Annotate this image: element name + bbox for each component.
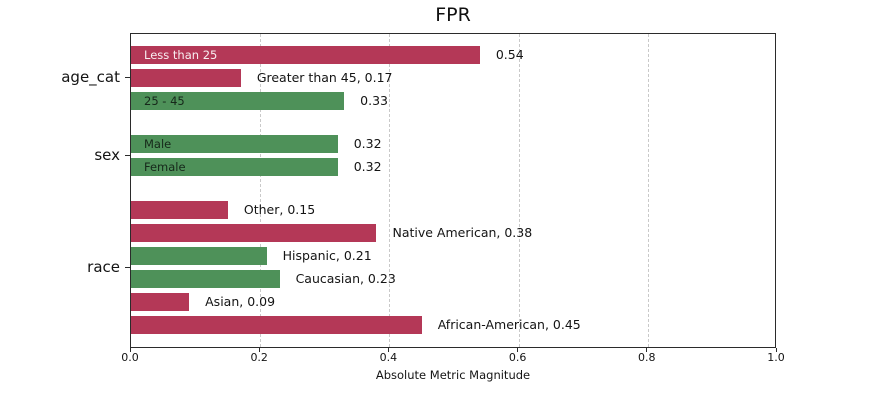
bar-annotation: Hispanic, 0.21: [282, 248, 372, 263]
bar: [131, 293, 190, 311]
bar: [131, 270, 280, 288]
bar: Female: [131, 158, 338, 176]
bar-annotation: 0.32: [353, 136, 382, 151]
category-label-sex: sex: [94, 145, 120, 164]
bar: 25 - 45: [131, 92, 345, 110]
x-axis-label: Absolute Metric Magnitude: [375, 368, 531, 382]
bar-annotation: Native American, 0.38: [392, 225, 533, 240]
bar-annotation: Asian, 0.09: [205, 294, 276, 309]
x-tick-label: 0.0: [121, 351, 139, 364]
bar-annotation: 0.32: [353, 159, 382, 174]
y-tick: [125, 77, 130, 78]
bar-inside-label: Less than 25: [144, 48, 218, 62]
bar-annotation: Caucasian, 0.23: [295, 271, 396, 286]
bar: [131, 316, 422, 334]
bar-annotation: 0.33: [360, 93, 389, 108]
category-label-age_cat: age_cat: [61, 68, 120, 86]
bar: Male: [131, 135, 338, 153]
bar: [131, 69, 241, 87]
bar-annotation: Other, 0.15: [243, 202, 316, 217]
x-tick: [258, 348, 260, 352]
bar-inside-label: Female: [144, 160, 186, 174]
category-label-race: race: [87, 257, 120, 276]
x-tick-label: 0.2: [250, 351, 268, 364]
x-tick-label: 0.6: [508, 351, 527, 364]
x-tick-label: 0.8: [638, 351, 656, 364]
grid-line: [647, 34, 649, 347]
bar-inside-label: Male: [144, 137, 172, 151]
x-tick: [129, 348, 131, 352]
x-tick-label: 1.0: [767, 351, 785, 364]
x-tick: [517, 348, 519, 352]
x-tick-label: 0.4: [379, 351, 398, 364]
bar-inside-label: 25 - 45: [144, 94, 185, 108]
x-tick: [775, 348, 777, 352]
bar-annotation: 0.54: [495, 47, 524, 62]
plot-area: Less than 25 0.54 Greater than 45, 0.17 25 …: [130, 33, 776, 348]
y-tick: [125, 155, 130, 156]
bar-annotation: Greater than 45, 0.17: [256, 70, 393, 85]
x-tick: [646, 348, 648, 352]
chart-title: FPR: [435, 4, 471, 26]
bar: [131, 247, 267, 265]
bar-annotation: African-American, 0.45: [437, 317, 581, 332]
bar: [131, 201, 228, 219]
bar: [131, 224, 377, 242]
grid-line: [260, 34, 262, 347]
grid-line: [518, 34, 520, 347]
bar: Less than 25: [131, 46, 480, 64]
x-tick: [387, 348, 389, 352]
y-tick: [125, 267, 130, 268]
grid-line: [389, 34, 391, 347]
